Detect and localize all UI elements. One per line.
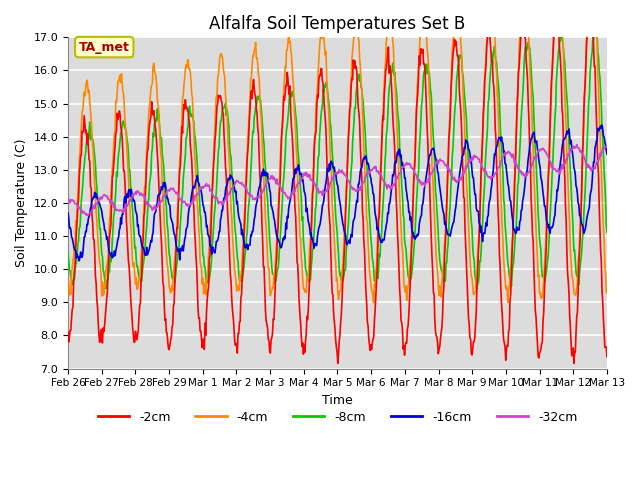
Legend: -2cm, -4cm, -8cm, -16cm, -32cm: -2cm, -4cm, -8cm, -16cm, -32cm bbox=[93, 406, 582, 429]
Title: Alfalfa Soil Temperatures Set B: Alfalfa Soil Temperatures Set B bbox=[209, 15, 466, 33]
Y-axis label: Soil Temperature (C): Soil Temperature (C) bbox=[15, 139, 28, 267]
Text: TA_met: TA_met bbox=[79, 41, 130, 54]
X-axis label: Time: Time bbox=[322, 394, 353, 407]
